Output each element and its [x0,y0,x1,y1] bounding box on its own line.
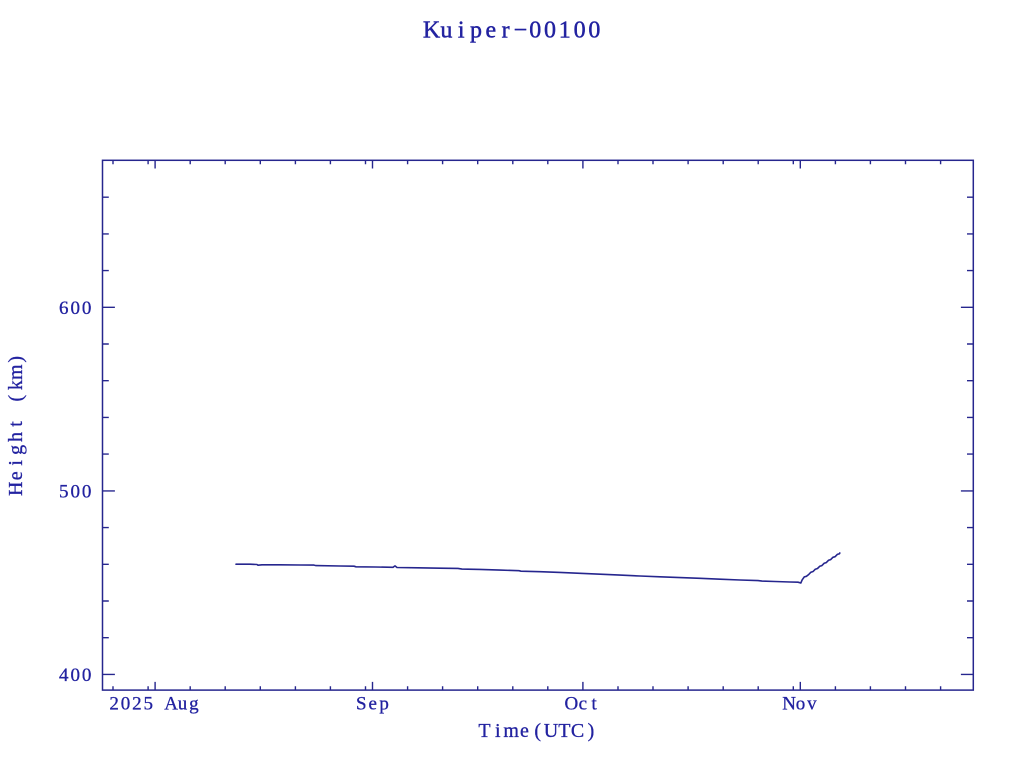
svg-text:Time(UTC): Time(UTC) [478,720,594,742]
svg-text:Oct: Oct [565,694,598,715]
svg-text:Height (km): Height (km) [5,356,27,496]
svg-text:500: 500 [59,481,91,502]
svg-text:Sep: Sep [356,694,389,715]
svg-text:400: 400 [59,665,91,686]
svg-text:Nov: Nov [782,694,817,715]
svg-text:Kuiper−00100: Kuiper−00100 [423,17,600,43]
svg-text:600: 600 [59,298,91,319]
svg-text:2025 Aug: 2025 Aug [109,694,199,715]
